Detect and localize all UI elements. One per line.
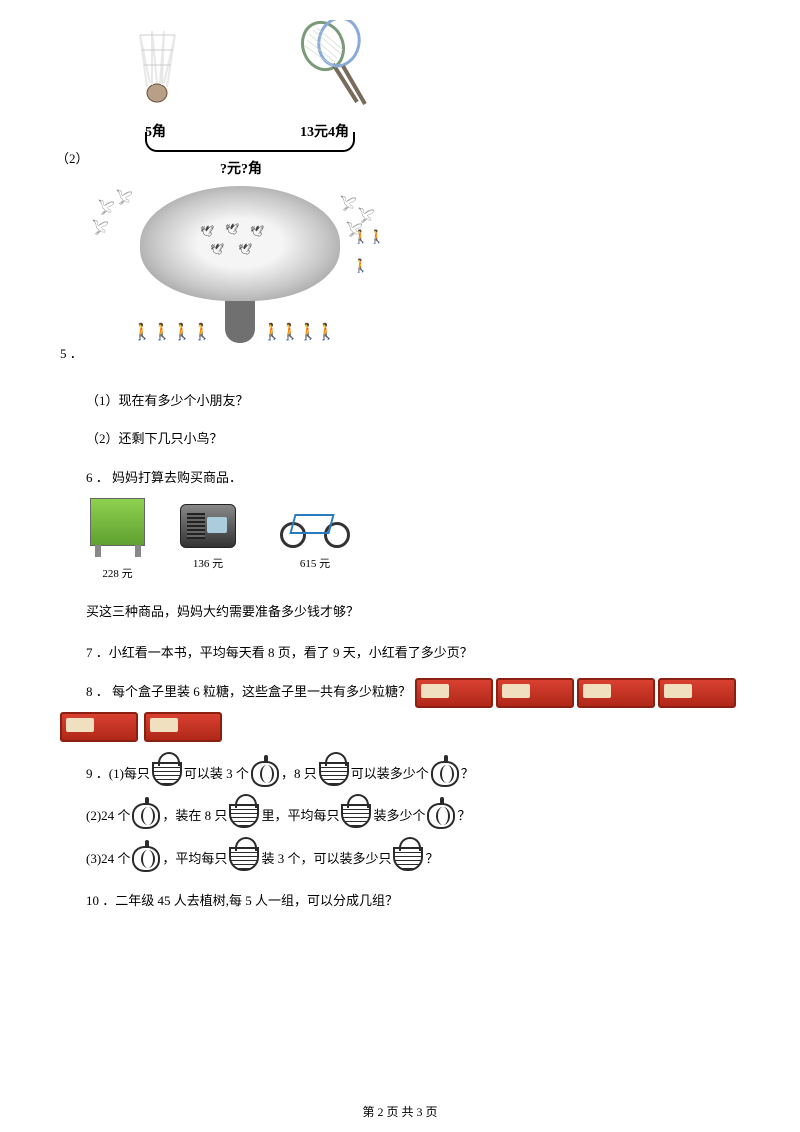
price-radio: 136 元	[180, 552, 236, 576]
q6-title: 6 ． 妈妈打算去购买商品．	[86, 464, 740, 493]
q9-line2: (2)24 个 ，装在 8 只 里，平均每只 装多少个 ？	[86, 802, 740, 831]
shuttlecock-icon	[130, 25, 185, 105]
q8-text: 8 ． 每个盒子里装 6 粒糖，这些盒子里一共有多少粒糖？	[86, 678, 411, 707]
kid-group-icon: 🚶🚶🚶	[353, 223, 385, 280]
price-desk: 228 元	[90, 562, 145, 586]
q7: 7 ．小红看一本书，平均每天看 8 页，看了 9 天，小红看了多少页？	[86, 639, 740, 668]
desk-icon	[90, 498, 145, 546]
figure-prices: 5角 13元4角 ?元?角 （2）	[110, 20, 400, 170]
q9-line1: 9 ．(1)每只 可以装 3 个 ，8 只 可以装多少个 ？	[86, 760, 740, 789]
q9-2b: ，装在 8 只	[162, 802, 227, 831]
pumpkin-icon	[251, 761, 279, 787]
q9-2c: 里，平均每只	[261, 802, 339, 831]
q6-ask: 买这三种商品，妈妈大约需要准备多少钱才够？	[86, 598, 740, 627]
candy-box-icon	[144, 712, 222, 742]
bird-icon: 🕊	[238, 238, 252, 262]
pumpkin-icon	[132, 803, 160, 829]
product-desk: 228 元	[90, 498, 145, 586]
pumpkin-icon	[431, 761, 459, 787]
kid-icon: 🚶	[172, 315, 192, 350]
q9-3a: (3)24 个	[86, 845, 130, 874]
figure-tree: 🕊 🕊 🕊 🕊 🕊 𓅯 𓅯 𓅯 𓅯 𓅯 𓅯 🚶 🚶 🚶 🚶 🚶 🚶 🚶 🚶 🚶🚶…	[90, 178, 390, 358]
basket-icon	[229, 804, 259, 828]
q8-row2	[60, 712, 740, 742]
basket-icon	[341, 804, 371, 828]
basket-icon	[229, 847, 259, 871]
kid-icon: 🚶	[316, 315, 336, 350]
q-label-2: （2）	[56, 145, 89, 174]
pumpkin-icon	[132, 846, 160, 872]
kid-icon: 🚶	[152, 315, 172, 350]
q6-text: 妈妈打算去购买商品．	[112, 470, 242, 485]
q9-1e: ？	[461, 760, 474, 789]
q5-sub2: （2）还剩下几只小鸟？	[86, 425, 740, 454]
kid-icon: 🚶	[298, 315, 318, 350]
q9-2a: (2)24 个	[86, 802, 130, 831]
pumpkin-icon	[427, 803, 455, 829]
figure-products: 228 元 136 元 615 元	[90, 498, 410, 586]
candy-box-icon	[577, 678, 655, 708]
kid-icon: 🚶	[262, 315, 282, 350]
q9-line3: (3)24 个 ，平均每只 装 3 个，可以装多少只 ？	[86, 845, 740, 874]
q9-1b: 可以装 3 个	[184, 760, 249, 789]
product-bike: 615 元	[280, 498, 350, 576]
bird-icon: 🕊	[250, 220, 264, 244]
price-bike: 615 元	[280, 552, 350, 576]
kid-icon: 🚶	[132, 315, 152, 350]
racket-icon	[295, 20, 390, 115]
candy-box-icon	[60, 712, 138, 742]
radio-icon	[180, 504, 236, 548]
bird-icon: 🕊	[210, 238, 224, 262]
brace-icon	[145, 132, 355, 152]
q6-number: 6 ．	[86, 470, 109, 485]
q9-1c: ，8 只	[281, 760, 317, 789]
product-radio: 136 元	[180, 498, 236, 576]
bird-icon: 🕊	[225, 218, 239, 242]
page-footer: 第 2 页 共 3 页	[0, 1103, 800, 1120]
page-content: 5角 13元4角 ?元?角 （2） 🕊 🕊 🕊 🕊 🕊 𓅯 𓅯 𓅯 𓅯 𓅯 𓅯 …	[60, 20, 740, 916]
q9-2e: ？	[457, 802, 470, 831]
q5-sub1: （1）现在有多少个小朋友？	[86, 387, 740, 416]
q10: 10 ．二年级 45 人去植树,每 5 人一组，可以分成几组？	[86, 887, 740, 916]
q9-2d: 装多少个	[373, 802, 425, 831]
basket-icon	[152, 762, 182, 786]
q8-row: 8 ． 每个盒子里装 6 粒糖，这些盒子里一共有多少粒糖？	[60, 678, 740, 708]
bird-fly-icon: 𓅯	[116, 186, 133, 217]
candy-box-icon	[658, 678, 736, 708]
bike-icon	[280, 504, 350, 548]
basket-icon	[393, 847, 423, 871]
q9-1a: 9 ．(1)每只	[86, 760, 150, 789]
q9-3c: 装 3 个，可以装多少只	[261, 845, 391, 874]
q9-1d: 可以装多少个	[351, 760, 429, 789]
kid-icon: 🚶	[192, 315, 212, 350]
candy-box-icon	[415, 678, 493, 708]
q9-3d: ？	[425, 845, 438, 874]
basket-icon	[319, 762, 349, 786]
bird-fly-icon: 𓅯	[92, 216, 109, 247]
q9-3b: ，平均每只	[162, 845, 227, 874]
candy-box-icon	[496, 678, 574, 708]
kid-icon: 🚶	[280, 315, 300, 350]
